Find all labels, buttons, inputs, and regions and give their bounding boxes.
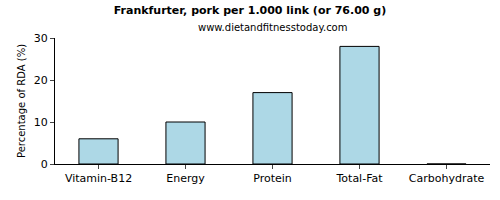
svg-text:30: 30: [34, 32, 48, 45]
svg-text:Carbohydrate: Carbohydrate: [409, 172, 485, 185]
svg-text:Energy: Energy: [166, 172, 205, 185]
svg-text:Vitamin-B12: Vitamin-B12: [65, 172, 132, 185]
svg-text:Protein: Protein: [253, 172, 292, 185]
svg-text:Percentage of RDA (%): Percentage of RDA (%): [16, 44, 27, 158]
svg-text:Frankfurter, pork per 1.000 li: Frankfurter, pork per 1.000 link (or 76.…: [114, 4, 386, 17]
svg-text:20: 20: [34, 74, 48, 87]
svg-text:0: 0: [41, 158, 48, 171]
svg-text:www.dietandfitnesstoday.com: www.dietandfitnesstoday.com: [198, 22, 347, 33]
svg-text:Total-Fat: Total-Fat: [335, 172, 383, 185]
svg-text:10: 10: [34, 116, 48, 129]
